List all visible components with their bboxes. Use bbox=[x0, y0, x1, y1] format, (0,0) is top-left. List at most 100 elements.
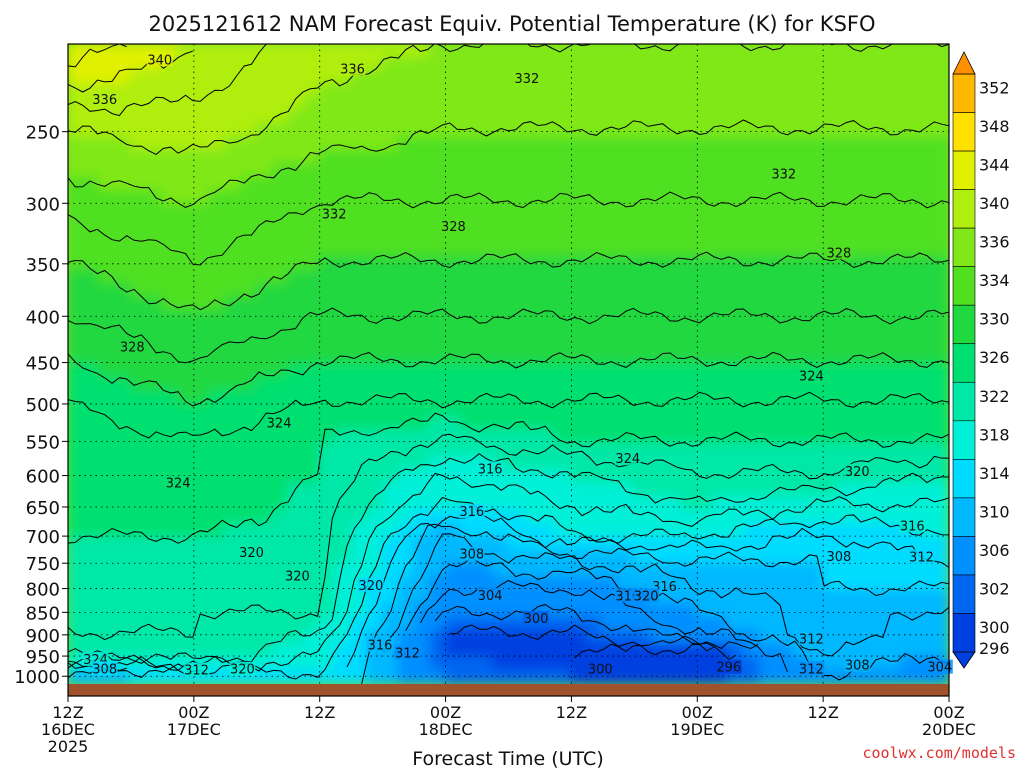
svg-text:336: 336 bbox=[92, 93, 117, 108]
y-tick-label: 700 bbox=[26, 527, 60, 548]
contour-line bbox=[68, 44, 268, 117]
contour-line bbox=[434, 604, 759, 650]
contour-label: 300 bbox=[587, 661, 614, 677]
svg-text:320: 320 bbox=[845, 465, 870, 480]
contour-labels: 340 336 336 332 332 332 328 328 328 324 324 324 324 3… bbox=[82, 52, 953, 678]
svg-text:312: 312 bbox=[799, 632, 824, 647]
svg-text:320: 320 bbox=[230, 663, 255, 678]
x-tick-label: 00Z bbox=[933, 703, 964, 722]
plot-frame bbox=[67, 43, 950, 697]
ground-strip bbox=[68, 684, 949, 696]
contour-line bbox=[68, 412, 949, 544]
contour-label: 312 bbox=[798, 661, 825, 677]
contour-label: 328 bbox=[119, 339, 146, 356]
contour-label: 324 bbox=[614, 451, 641, 467]
svg-text:300: 300 bbox=[524, 612, 549, 627]
colorbar-segment bbox=[952, 381, 976, 422]
svg-text:328: 328 bbox=[120, 341, 145, 356]
y-tick-label: 750 bbox=[26, 554, 60, 575]
contour-label: 340 bbox=[146, 52, 173, 68]
svg-text:308: 308 bbox=[845, 659, 870, 674]
colorbar-segment bbox=[952, 150, 976, 190]
contour-label: 300 bbox=[523, 610, 550, 627]
contour-line bbox=[574, 643, 715, 659]
x-axis-label: Forecast Time (UTC) bbox=[412, 748, 603, 768]
colorbar-label: 340 bbox=[979, 194, 1010, 213]
x-tick-label: 19DEC bbox=[670, 720, 724, 739]
colorbar-bottom-arrow bbox=[952, 651, 976, 669]
y-tick-label: 900 bbox=[26, 626, 60, 647]
y-tick-label: 1000 bbox=[14, 667, 60, 688]
contour-line bbox=[68, 496, 949, 680]
svg-text:332: 332 bbox=[514, 72, 539, 87]
contour-label: 312 bbox=[798, 631, 825, 647]
svg-text:324: 324 bbox=[799, 369, 824, 384]
contour-label: 304 bbox=[477, 587, 504, 604]
contour-label: 316 bbox=[458, 504, 485, 520]
y-tick-label: 850 bbox=[26, 603, 60, 624]
colorbar-segment bbox=[952, 497, 976, 537]
y-tick-label: 800 bbox=[26, 580, 60, 601]
svg-text:336: 336 bbox=[340, 63, 365, 78]
contour-label: 320 bbox=[229, 661, 256, 678]
x-tick-label: 2025 bbox=[48, 737, 89, 756]
contour-label: 308 bbox=[458, 546, 485, 563]
colorbar-label: 336 bbox=[979, 233, 1010, 252]
contour-line bbox=[68, 191, 949, 266]
colorbar: 352 348 344 340 336 334 330 326 322 318 314 310 306 3… bbox=[952, 51, 1010, 669]
svg-text:304: 304 bbox=[478, 589, 503, 604]
x-tick-label: 12Z bbox=[556, 703, 587, 722]
contour-label: 324 bbox=[798, 368, 825, 384]
contour-label: 296 bbox=[715, 659, 742, 676]
contour-label: 320 bbox=[357, 578, 384, 594]
colorbar-segment bbox=[952, 613, 976, 653]
contour-line bbox=[68, 251, 949, 311]
x-tick-label: 12Z bbox=[304, 703, 335, 722]
svg-text:308: 308 bbox=[92, 662, 117, 677]
contour-label: 336 bbox=[91, 91, 118, 108]
colorbar-segment bbox=[952, 420, 976, 460]
colorbar-segment bbox=[952, 227, 976, 267]
colorbar-label: 302 bbox=[979, 579, 1010, 598]
y-tick-label: 650 bbox=[26, 498, 60, 519]
contour-label: 336 bbox=[339, 61, 366, 78]
contour-label: 316 bbox=[477, 461, 504, 477]
y-tick-label: 600 bbox=[26, 467, 60, 488]
svg-text:324: 324 bbox=[615, 452, 640, 467]
contour-line bbox=[68, 351, 949, 407]
contour-label: 328 bbox=[825, 245, 852, 261]
colorbar-label: 310 bbox=[979, 502, 1010, 521]
contour-label: 332 bbox=[321, 206, 348, 223]
contour-label: 308 bbox=[91, 661, 118, 677]
chart-title: 2025121612 NAM Forecast Equiv. Potential… bbox=[148, 12, 875, 36]
y-tick-label: 300 bbox=[26, 194, 60, 215]
colorbar-label: 326 bbox=[979, 348, 1010, 367]
svg-text:320: 320 bbox=[239, 546, 264, 561]
y-tick-label: 550 bbox=[26, 432, 60, 453]
y-tick-label: 950 bbox=[26, 647, 60, 668]
svg-text:296: 296 bbox=[716, 661, 741, 676]
colorbar-segment bbox=[952, 189, 976, 229]
svg-text:320: 320 bbox=[358, 579, 383, 594]
x-tick-label: 00Z bbox=[430, 703, 461, 722]
svg-text:312: 312 bbox=[184, 663, 209, 678]
colorbar-top-arrow bbox=[952, 51, 976, 75]
contour-line bbox=[68, 391, 949, 439]
y-tick-label: 450 bbox=[26, 354, 60, 375]
svg-text:320: 320 bbox=[634, 589, 659, 604]
svg-text:324: 324 bbox=[267, 416, 292, 431]
contour-label: 320 bbox=[844, 463, 871, 480]
colorbar-segment bbox=[952, 266, 976, 306]
contour-label: 324 bbox=[266, 415, 293, 431]
x-tick-label: 18DEC bbox=[419, 720, 473, 739]
contour-label: 316 bbox=[899, 518, 926, 534]
contour-label: 324 bbox=[165, 475, 192, 492]
colorbar-segment bbox=[952, 73, 976, 113]
colorbar-label: 348 bbox=[979, 117, 1010, 136]
contour-label: 320 bbox=[633, 588, 660, 604]
contour-line bbox=[68, 453, 949, 664]
contour-label: 320 bbox=[238, 545, 265, 561]
x-tick-label: 00Z bbox=[178, 703, 209, 722]
